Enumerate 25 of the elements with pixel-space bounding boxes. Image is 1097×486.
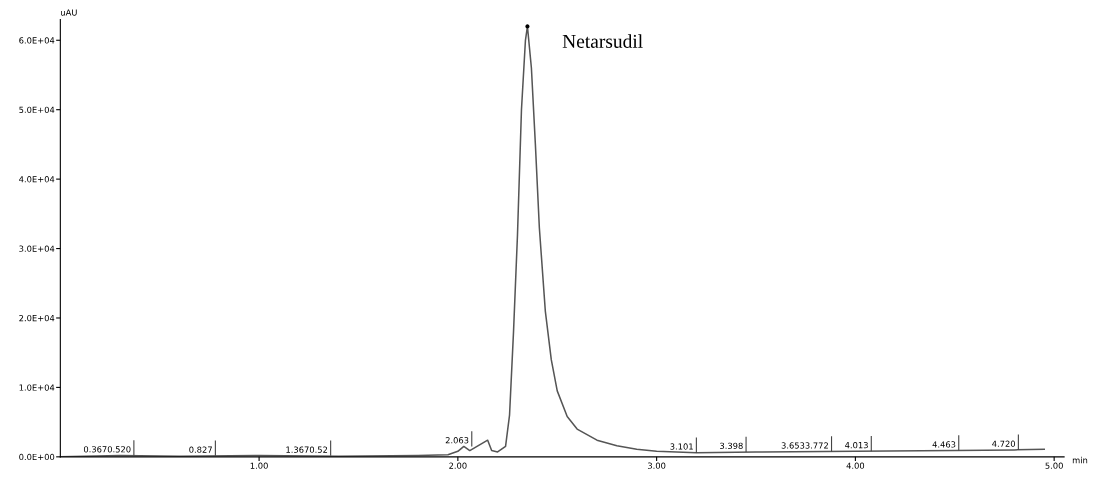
y-tick-label: 4.0E+04	[19, 176, 55, 183]
annotation: Netarsudil	[562, 34, 643, 48]
x-tick-label: 3.00	[647, 462, 666, 469]
y-tick-label: 3.0E+04	[19, 245, 55, 252]
y-tick-label: 6.0E+04	[19, 37, 55, 44]
annotation: 0.3670.520	[83, 446, 131, 453]
y-axis-title: uAU	[61, 9, 77, 16]
annotation: 2.063	[445, 437, 469, 444]
y-tick-label: 1.0E+04	[19, 384, 55, 391]
annotation: 1.3670.52	[286, 446, 328, 453]
annotation: 3.101	[670, 443, 693, 450]
x-tick-label: 4.00	[846, 462, 865, 469]
annotation: 4.013	[845, 441, 868, 449]
annotation: 0.827	[189, 446, 212, 453]
x-tick-label: 5.00	[1045, 462, 1063, 469]
x-tick-label: 1.00	[250, 462, 268, 469]
x-tick-label: 2.00	[449, 462, 467, 469]
y-tick-label: 2.0E+04	[19, 314, 55, 322]
y-tick-label: 5.0E+04	[19, 106, 55, 113]
x-axis-title: min	[1072, 456, 1088, 464]
annotation: 4.720	[992, 440, 1016, 447]
annotation: 3.398	[720, 442, 743, 449]
annotation: 3.6533.772	[781, 442, 828, 449]
y-tick-label: 0.0E+00	[19, 453, 55, 461]
annotation: 4.463	[932, 441, 956, 448]
